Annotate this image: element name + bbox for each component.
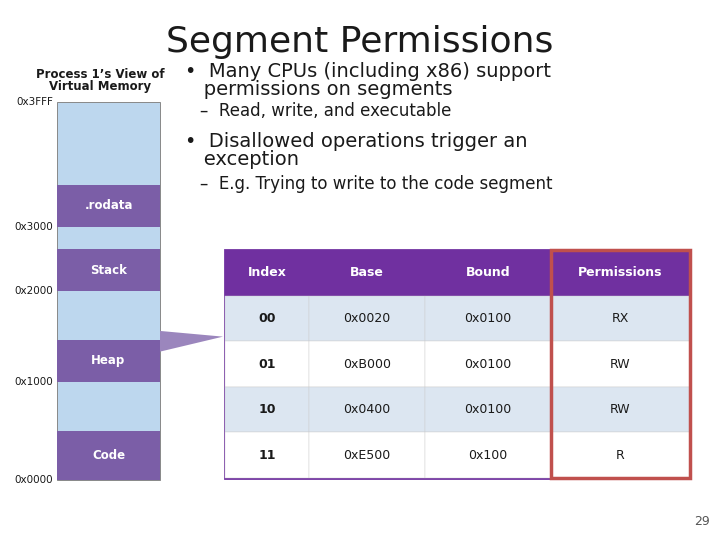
- Text: 0x0000: 0x0000: [14, 475, 53, 485]
- Text: 00: 00: [258, 312, 276, 325]
- Bar: [225, 250, 309, 295]
- Text: RX: RX: [611, 312, 629, 325]
- Text: RW: RW: [610, 357, 631, 370]
- Text: 0x100: 0x100: [468, 449, 508, 462]
- Text: Index: Index: [248, 266, 287, 279]
- Text: permissions on segments: permissions on segments: [185, 80, 452, 99]
- Bar: [57, 249, 160, 291]
- Text: Process 1’s View of: Process 1’s View of: [36, 68, 164, 81]
- Bar: [425, 295, 551, 341]
- Text: Permissions: Permissions: [578, 266, 662, 279]
- Bar: [57, 431, 160, 480]
- Text: 0x1000: 0x1000: [14, 377, 53, 387]
- Text: •  Many CPUs (including x86) support: • Many CPUs (including x86) support: [185, 62, 551, 81]
- Text: 0xE500: 0xE500: [343, 449, 390, 462]
- Text: 0x0100: 0x0100: [464, 312, 511, 325]
- Bar: [309, 295, 425, 341]
- Bar: [309, 250, 425, 295]
- Bar: [57, 102, 160, 480]
- Text: 0x0020: 0x0020: [343, 312, 390, 325]
- Text: Code: Code: [92, 449, 125, 462]
- Bar: [425, 250, 551, 295]
- Bar: [57, 340, 160, 382]
- Text: Segment Permissions: Segment Permissions: [166, 25, 554, 59]
- Text: 0x3FFF: 0x3FFF: [16, 97, 53, 107]
- Text: 0x0100: 0x0100: [464, 357, 511, 370]
- Text: Heap: Heap: [91, 354, 125, 367]
- Text: 11: 11: [258, 449, 276, 462]
- Bar: [551, 250, 690, 478]
- Polygon shape: [160, 331, 223, 352]
- Bar: [225, 341, 309, 387]
- Bar: [225, 387, 309, 433]
- Bar: [551, 433, 690, 478]
- Text: 0x2000: 0x2000: [14, 286, 53, 296]
- Text: .rodata: .rodata: [84, 199, 132, 212]
- Text: exception: exception: [185, 150, 299, 169]
- Bar: [57, 185, 160, 227]
- Bar: [309, 387, 425, 433]
- Text: 10: 10: [258, 403, 276, 416]
- Text: Stack: Stack: [90, 264, 127, 276]
- Text: 0x0100: 0x0100: [464, 403, 511, 416]
- Text: 29: 29: [694, 515, 710, 528]
- Bar: [225, 433, 309, 478]
- Bar: [225, 250, 690, 478]
- Text: 0x3000: 0x3000: [14, 222, 53, 232]
- Text: RW: RW: [610, 403, 631, 416]
- Bar: [551, 250, 690, 295]
- Text: 0xB000: 0xB000: [343, 357, 391, 370]
- Bar: [551, 295, 690, 341]
- Text: 0x0400: 0x0400: [343, 403, 390, 416]
- Text: Virtual Memory: Virtual Memory: [49, 80, 151, 93]
- Bar: [551, 387, 690, 433]
- Text: •  Disallowed operations trigger an: • Disallowed operations trigger an: [185, 132, 528, 151]
- Bar: [551, 341, 690, 387]
- Bar: [425, 387, 551, 433]
- Bar: [425, 433, 551, 478]
- Text: R: R: [616, 449, 625, 462]
- Text: –  E.g. Trying to write to the code segment: – E.g. Trying to write to the code segme…: [200, 175, 552, 193]
- Text: –  Read, write, and executable: – Read, write, and executable: [200, 102, 451, 120]
- Bar: [225, 295, 309, 341]
- Text: Base: Base: [350, 266, 384, 279]
- Text: 01: 01: [258, 357, 276, 370]
- Bar: [309, 433, 425, 478]
- Bar: [309, 341, 425, 387]
- Text: Bound: Bound: [465, 266, 510, 279]
- Bar: [425, 341, 551, 387]
